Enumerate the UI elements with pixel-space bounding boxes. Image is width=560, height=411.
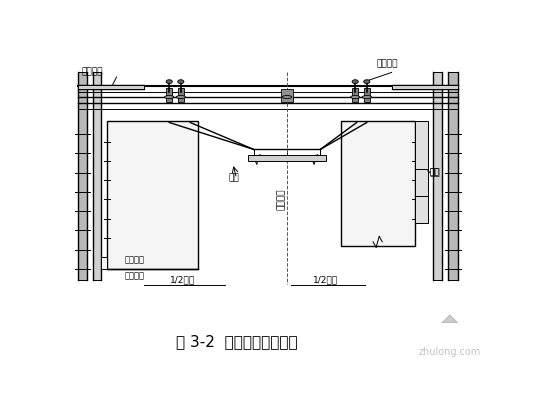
Bar [107,121,198,269]
Bar [101,257,107,269]
Ellipse shape [364,80,370,83]
Text: 1/2底底: 1/2底底 [170,275,195,284]
Ellipse shape [165,95,174,99]
Text: 提升系统: 提升系统 [376,59,398,68]
Ellipse shape [166,80,172,83]
Ellipse shape [352,80,358,83]
Bar [341,121,415,246]
Text: 模板: 模板 [430,168,440,177]
Bar [78,72,87,280]
Bar [352,88,358,102]
Bar [94,72,101,280]
Bar [281,89,293,102]
Bar [415,121,428,223]
Text: 沉台顶面: 沉台顶面 [124,271,144,280]
Ellipse shape [178,80,184,83]
Text: 图 3-2  圆端形翻模总装图: 图 3-2 圆端形翻模总装图 [176,335,297,349]
Text: 束心中线: 束心中线 [277,189,286,210]
Ellipse shape [362,95,371,99]
Bar [448,72,458,280]
Bar [78,85,143,89]
Text: 模板: 模板 [430,168,440,177]
Ellipse shape [351,95,360,99]
Text: 吸架: 吸架 [229,173,240,182]
Bar [178,88,184,102]
Ellipse shape [282,95,292,99]
Bar [364,88,370,102]
Bar [391,85,458,89]
Bar [166,88,172,102]
Text: 1/2底顶: 1/2底顶 [313,275,338,284]
Bar [433,72,442,280]
Bar [248,155,326,161]
Bar [78,85,143,89]
Polygon shape [442,315,458,323]
Text: 作业平台: 作业平台 [82,67,103,76]
Text: zhulong.com: zhulong.com [419,347,481,357]
Ellipse shape [176,95,185,99]
Text: 沉台顶面: 沉台顶面 [124,256,144,265]
